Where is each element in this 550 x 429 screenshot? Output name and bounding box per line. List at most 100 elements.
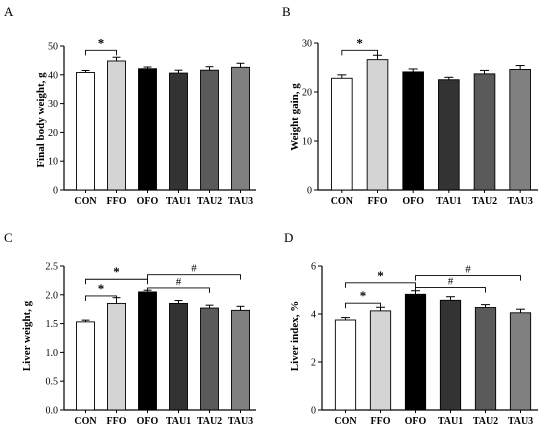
y-tick-label: 30: [48, 99, 58, 110]
significance-bracket: [341, 49, 378, 56]
y-tick-label: 10: [302, 137, 312, 148]
category-label: FFO: [107, 416, 127, 427]
category-label: TAU2: [197, 196, 222, 207]
y-tick-label: 50: [48, 42, 58, 53]
y-tick-label: 40: [48, 70, 58, 81]
category-label: TAU1: [166, 416, 191, 427]
category-label: TAU3: [508, 416, 533, 427]
panel-letter: C: [4, 230, 13, 245]
bar-tau1: [169, 302, 188, 411]
y-axis-label: Liver weight, g: [21, 300, 33, 371]
category-label: CON: [74, 196, 97, 207]
y-tick-label: 0.0: [46, 406, 59, 417]
category-label: TAU2: [472, 196, 497, 207]
significance-mark: #: [191, 263, 197, 275]
y-tick-label: 30: [302, 39, 312, 50]
y-axis-label: Final body weight, g: [35, 72, 47, 168]
significance-bracket: [85, 49, 117, 56]
significance-bracket: [415, 275, 521, 281]
significance-mark: #: [465, 264, 471, 276]
category-label: OFO: [402, 196, 424, 207]
category-label: OFO: [137, 196, 159, 207]
category-label: TAU3: [228, 196, 253, 207]
y-tick-label: 6: [311, 262, 316, 273]
significance-bracket: [147, 274, 241, 280]
significance-mark: #: [176, 276, 182, 288]
panel-A: A Final body weight, g 0 10 20 30 40 50 CON FFO…: [4, 4, 256, 207]
bar-tau3: [509, 69, 531, 191]
category-label: TAU3: [228, 416, 253, 427]
bar-ffo: [369, 310, 392, 411]
category-label: TAU1: [436, 196, 461, 207]
category-label: FFO: [371, 416, 391, 427]
significance-mark: *: [360, 288, 367, 303]
significance-mark: *: [377, 268, 384, 283]
significance-bracket: [147, 287, 210, 293]
bar-ofo: [404, 293, 427, 411]
category-label: TAU2: [197, 416, 222, 427]
panel-B: B Weight gain, g 0 10 20 30 CON FFO OFO TAU1 TAU…: [282, 4, 538, 207]
y-axis-label: Weight gain, g: [289, 83, 301, 151]
significance-mark: *: [98, 281, 105, 296]
category-label: OFO: [405, 416, 427, 427]
bar-tau3: [231, 66, 250, 191]
y-tick-label: 0: [311, 406, 316, 417]
y-tick-label: 2: [311, 358, 316, 369]
significance-bracket: [85, 295, 117, 301]
panel-D: D Liver index, % 0 2 4 6 CON FFO OFO TAU1 TAU2 TA…: [284, 230, 538, 427]
bar-tau2: [473, 73, 496, 191]
category-label: OFO: [137, 416, 159, 427]
category-label: FFO: [107, 196, 127, 207]
y-axis-label: Liver index, %: [289, 301, 301, 371]
bar-ffo: [366, 59, 389, 191]
category-label: CON: [331, 196, 354, 207]
panel-letter: B: [282, 4, 291, 19]
y-tick-label: 0: [307, 186, 312, 197]
significance-bracket: [85, 278, 148, 285]
y-tick-label: 20: [48, 128, 58, 139]
y-tick-label: 1.0: [46, 348, 59, 359]
panel-letter: D: [284, 230, 293, 245]
significance-mark: *: [113, 264, 120, 279]
category-label: FFO: [368, 196, 388, 207]
significance-bracket: [415, 287, 486, 293]
y-tick-label: 4: [311, 310, 316, 321]
y-tick-label: 20: [302, 88, 312, 99]
bar-tau1: [169, 72, 188, 191]
bar-tau3: [231, 309, 250, 411]
bar-ofo: [138, 68, 157, 191]
bar-tau2: [200, 69, 219, 191]
panel-C: C Liver weight, g 0.0 0.5 1.0 1.5 2.0 2.5 CON F…: [4, 230, 256, 427]
bar-ofo: [138, 291, 157, 411]
bar-ffo: [107, 60, 126, 191]
bar-ffo: [107, 302, 126, 411]
y-tick-label: 0.5: [46, 377, 59, 388]
bar-ofo: [402, 71, 424, 191]
bar-tau2: [200, 307, 219, 411]
category-label: TAU1: [166, 196, 191, 207]
bar-tau2: [474, 307, 497, 411]
panel-letter: A: [4, 4, 14, 19]
y-tick-label: 0: [53, 186, 58, 197]
category-label: CON: [334, 416, 357, 427]
significance-bracket: [345, 282, 416, 288]
bar-con: [334, 319, 357, 411]
category-label: TAU2: [473, 416, 498, 427]
significance-mark: *: [356, 35, 363, 50]
category-label: CON: [74, 416, 97, 427]
bar-tau3: [509, 312, 532, 411]
significance-mark: *: [98, 35, 105, 50]
significance-mark: #: [448, 276, 454, 288]
significance-bracket: [345, 302, 381, 309]
y-tick-label: 2.5: [46, 262, 59, 273]
bar-tau1: [438, 79, 460, 191]
bar-con: [76, 72, 95, 191]
category-label: TAU3: [507, 196, 532, 207]
bar-con: [76, 321, 95, 411]
bar-con: [331, 77, 353, 191]
y-tick-label: 1.5: [46, 319, 59, 330]
bar-tau1: [439, 299, 462, 411]
y-tick-label: 10: [48, 157, 58, 168]
y-tick-label: 2.0: [46, 290, 59, 301]
